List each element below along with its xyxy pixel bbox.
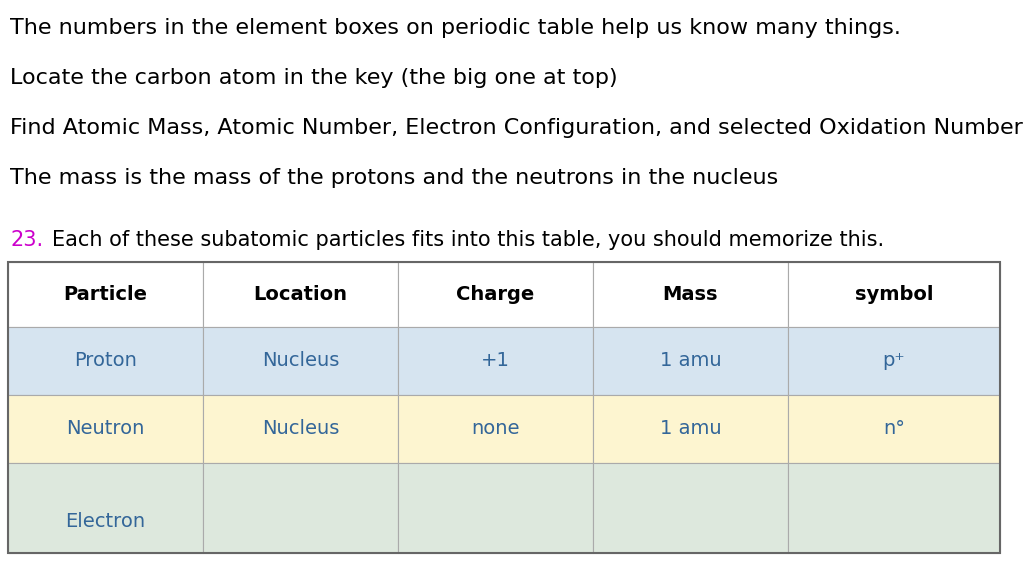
Bar xyxy=(203,463,398,553)
Bar xyxy=(203,262,398,327)
Bar xyxy=(593,262,788,327)
Bar xyxy=(788,463,1000,553)
Text: symbol: symbol xyxy=(855,285,933,304)
Text: Nucleus: Nucleus xyxy=(262,351,339,370)
Bar xyxy=(203,395,398,463)
Text: n°: n° xyxy=(883,419,905,438)
Bar xyxy=(398,327,593,395)
Text: Find Atomic Mass, Atomic Number, Electron Configuration, and selected Oxidation : Find Atomic Mass, Atomic Number, Electro… xyxy=(10,118,1024,138)
Text: 23.: 23. xyxy=(10,230,43,250)
Bar xyxy=(8,262,203,327)
Bar xyxy=(788,262,1000,327)
Text: The numbers in the element boxes on periodic table help us know many things.: The numbers in the element boxes on peri… xyxy=(10,18,901,38)
Text: +1: +1 xyxy=(481,351,510,370)
Bar xyxy=(8,463,203,553)
Text: none: none xyxy=(471,419,520,438)
Text: Neutron: Neutron xyxy=(67,419,144,438)
Text: Charge: Charge xyxy=(457,285,535,304)
Bar xyxy=(398,463,593,553)
Text: Proton: Proton xyxy=(74,351,137,370)
Bar xyxy=(593,327,788,395)
Text: Nucleus: Nucleus xyxy=(262,419,339,438)
Text: p⁺: p⁺ xyxy=(883,351,905,370)
Text: 1 amu: 1 amu xyxy=(659,351,721,370)
Bar xyxy=(8,262,1000,553)
Text: Mass: Mass xyxy=(663,285,718,304)
Bar xyxy=(788,395,1000,463)
Bar xyxy=(203,327,398,395)
Text: Electron: Electron xyxy=(66,512,145,531)
Text: Location: Location xyxy=(254,285,347,304)
Bar xyxy=(398,395,593,463)
Bar xyxy=(593,395,788,463)
Bar xyxy=(8,327,203,395)
Text: Locate the carbon atom in the key (the big one at top): Locate the carbon atom in the key (the b… xyxy=(10,68,617,88)
Bar xyxy=(8,395,203,463)
Text: 1 amu: 1 amu xyxy=(659,419,721,438)
Text: The mass is the mass of the protons and the neutrons in the nucleus: The mass is the mass of the protons and … xyxy=(10,168,778,188)
Bar xyxy=(593,463,788,553)
Bar xyxy=(398,262,593,327)
Bar xyxy=(788,327,1000,395)
Text: Each of these subatomic particles fits into this table, you should memorize this: Each of these subatomic particles fits i… xyxy=(52,230,884,250)
Text: Particle: Particle xyxy=(63,285,147,304)
